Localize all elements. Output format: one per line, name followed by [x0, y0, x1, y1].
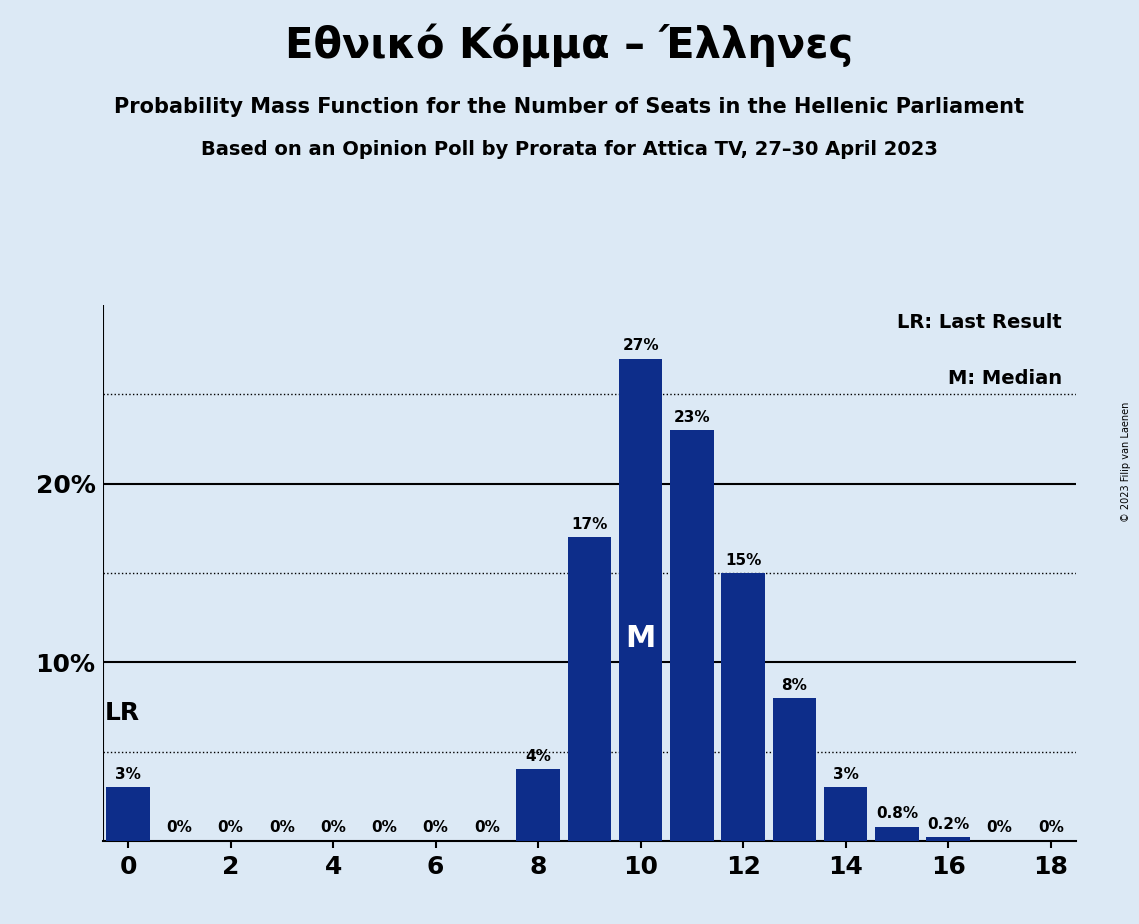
Text: 0.2%: 0.2%: [927, 817, 969, 832]
Text: 0%: 0%: [269, 821, 295, 835]
Text: 0%: 0%: [474, 821, 500, 835]
Text: 15%: 15%: [726, 553, 761, 567]
Bar: [823, 787, 868, 841]
Text: LR: Last Result: LR: Last Result: [898, 313, 1062, 332]
Text: M: M: [625, 624, 656, 652]
Text: Based on an Opinion Poll by Prorata for Attica TV, 27–30 April 2023: Based on an Opinion Poll by Prorata for …: [202, 140, 937, 160]
Text: 3%: 3%: [833, 767, 859, 782]
Bar: [772, 698, 817, 841]
Bar: [516, 770, 560, 841]
Bar: [106, 787, 150, 841]
Bar: [670, 430, 714, 841]
Text: 17%: 17%: [572, 517, 607, 532]
Bar: [926, 837, 970, 841]
Text: 27%: 27%: [622, 338, 659, 353]
Text: 23%: 23%: [673, 409, 711, 425]
Bar: [567, 537, 612, 841]
Text: Εθνικό Κόμμα – Έλληνες: Εθνικό Κόμμα – Έλληνες: [286, 23, 853, 67]
Text: 8%: 8%: [781, 677, 808, 693]
Text: 3%: 3%: [115, 767, 141, 782]
Text: LR: LR: [105, 700, 140, 724]
Text: 0%: 0%: [320, 821, 346, 835]
Text: 0%: 0%: [371, 821, 398, 835]
Text: 0%: 0%: [986, 821, 1013, 835]
Text: M: Median: M: Median: [948, 370, 1062, 388]
Bar: [721, 573, 765, 841]
Bar: [875, 827, 919, 841]
Text: 0%: 0%: [166, 821, 192, 835]
Text: 4%: 4%: [525, 749, 551, 764]
Text: Probability Mass Function for the Number of Seats in the Hellenic Parliament: Probability Mass Function for the Number…: [115, 97, 1024, 117]
Text: 0%: 0%: [1038, 821, 1064, 835]
Text: © 2023 Filip van Laenen: © 2023 Filip van Laenen: [1121, 402, 1131, 522]
Bar: [618, 359, 663, 841]
Text: 0%: 0%: [423, 821, 449, 835]
Text: 0%: 0%: [218, 821, 244, 835]
Text: 0.8%: 0.8%: [876, 806, 918, 821]
